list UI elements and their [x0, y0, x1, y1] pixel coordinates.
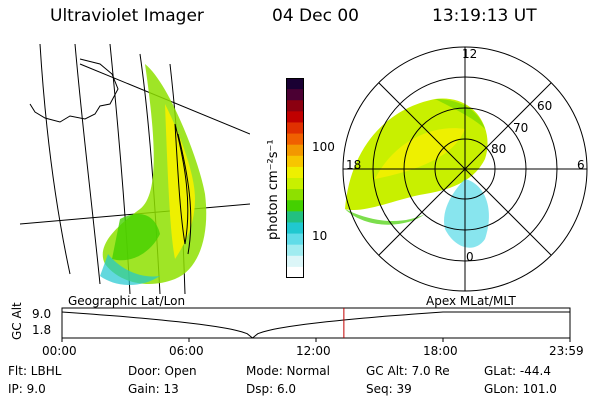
polar-grid — [342, 46, 588, 292]
aurora-emission — [100, 64, 207, 286]
status-mode: Mode: Normal — [246, 364, 330, 378]
colorbar-segment — [286, 266, 304, 279]
status-gain: Gain: 13 — [128, 382, 179, 396]
colorbar-segment — [286, 200, 304, 212]
status-seq: Seq: 39 — [366, 382, 412, 396]
colorbar-segment — [286, 222, 304, 235]
altitude-curve — [61, 311, 570, 339]
instrument-title: Ultraviolet Imager — [50, 6, 204, 26]
colorbar-segment — [286, 155, 304, 168]
mlt-label-6: 6 — [577, 158, 585, 172]
colorbar-segment — [286, 89, 304, 101]
colorbar-segment — [286, 144, 304, 157]
altitude-xtick-1800: 18:00 — [423, 344, 458, 358]
mlt-label-12: 12 — [462, 47, 478, 61]
status-glat: GLat: -44.4 — [484, 364, 551, 378]
polar-plot — [342, 46, 588, 292]
colorbar-segment — [286, 211, 304, 223]
altitude-ylabel: GC Alt — [10, 302, 24, 340]
mlt-label-18: 18 — [346, 158, 362, 172]
altitude-plot — [61, 307, 571, 342]
status-dsp: Dsp: 6.0 — [246, 382, 297, 396]
colorbar-tick-100: 100 — [312, 140, 335, 154]
colorbar-segment — [286, 255, 304, 268]
geo-caption: Geographic Lat/Lon — [68, 294, 186, 308]
polar-caption: Apex MLat/MLT — [426, 294, 516, 308]
colorbar-segment — [286, 178, 304, 190]
mlt-label-0: 0 — [466, 250, 474, 264]
colorbar-segment — [286, 133, 304, 146]
altitude-xtick-0000: 00:00 — [42, 344, 77, 358]
colorbar-segment — [286, 233, 304, 246]
time-label: 13:19:13 UT — [432, 6, 537, 26]
colorbar-tick-10: 10 — [312, 229, 328, 243]
colorbar-unit-label: photon cm⁻²s⁻¹ — [266, 139, 281, 240]
coastline — [29, 58, 119, 123]
status-gc-alt: GC Alt: 7.0 Re — [366, 364, 450, 378]
altitude-ytick-1-8: 1.8 — [32, 323, 52, 337]
status-flt: Flt: LBHL — [8, 364, 62, 378]
lat-label-70: 70 — [513, 121, 529, 135]
status-ip: IP: 9.0 — [8, 382, 46, 396]
status-door: Door: Open — [128, 364, 197, 378]
colorbar-segment — [286, 166, 304, 179]
lat-label-60: 60 — [537, 99, 553, 113]
altitude-xtick-0600: 06:00 — [169, 344, 204, 358]
colorbar-segment — [286, 78, 304, 90]
colorbar — [286, 78, 304, 279]
altitude-xtick-2359: 23:59 — [549, 344, 584, 358]
altitude-xtick-1200: 12:00 — [296, 344, 331, 358]
colorbar-segment — [286, 189, 304, 201]
colorbar-segment — [286, 111, 304, 123]
status-glon: GLon: 101.0 — [484, 382, 557, 396]
geographic-map — [19, 44, 250, 294]
date-label: 04 Dec 00 — [272, 6, 359, 26]
colorbar-segment — [286, 244, 304, 257]
colorbar-segment — [286, 100, 304, 112]
colorbar-segment — [286, 122, 304, 135]
lat-label-80: 80 — [491, 142, 507, 156]
altitude-ytick-9: 9.0 — [32, 307, 52, 321]
